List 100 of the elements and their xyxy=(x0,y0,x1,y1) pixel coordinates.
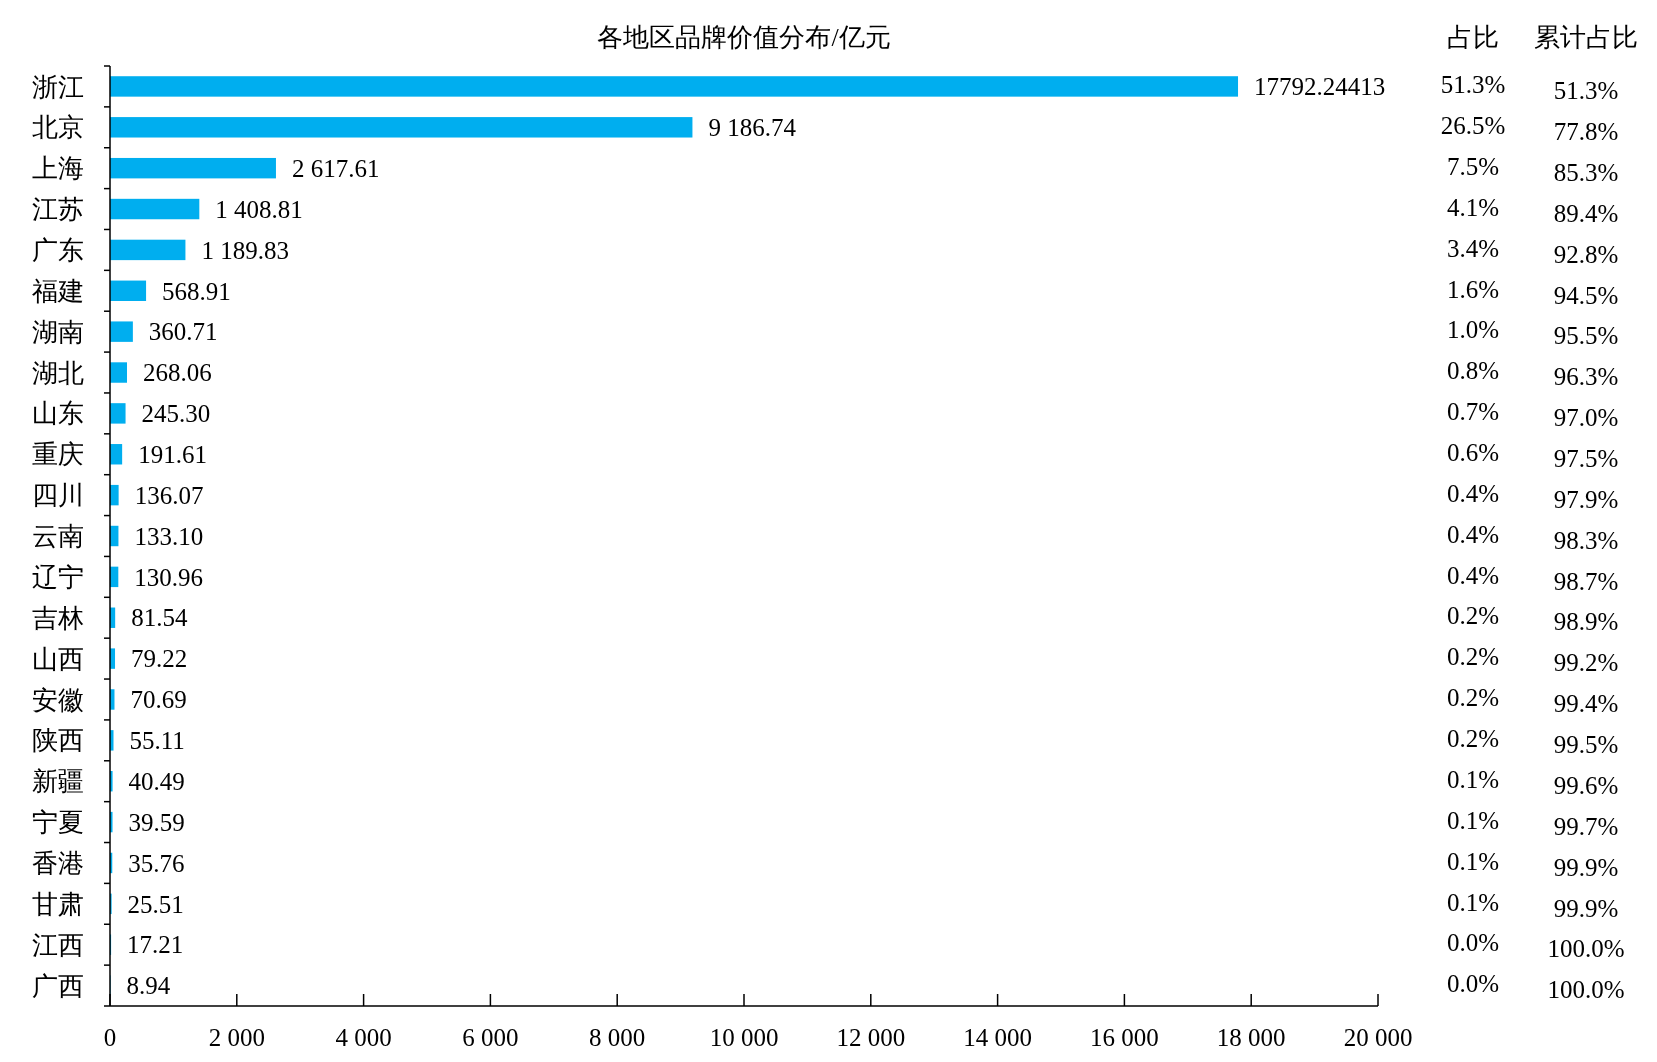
x-tick-label: 12 000 xyxy=(836,1024,906,1051)
data-label: 136.07 xyxy=(134,481,204,509)
text: 0.0% xyxy=(1446,929,1500,957)
data-label: 568.91 xyxy=(162,277,231,305)
text: 0.1% xyxy=(1446,888,1500,916)
y-tick-label: 山东 xyxy=(32,399,84,429)
y-tick-label: 重庆 xyxy=(32,440,84,470)
text: 0.2% xyxy=(1446,725,1500,753)
text: 96.3% xyxy=(1553,363,1619,391)
text: 98.3% xyxy=(1553,526,1619,554)
text: 97.0% xyxy=(1553,404,1619,432)
text: 99.5% xyxy=(1553,731,1619,759)
y-tick-label: 广东 xyxy=(32,236,84,266)
y-tick-label: 吉林 xyxy=(32,603,84,633)
y-tick-label: 江苏 xyxy=(32,195,84,225)
text: 0.4% xyxy=(1446,561,1500,589)
y-tick-label: 湖南 xyxy=(32,317,84,347)
text: 94.5% xyxy=(1553,281,1619,309)
data-label: 40.49 xyxy=(128,767,185,795)
data-label: 17792.24413 xyxy=(1254,73,1386,101)
data-label: 81.54 xyxy=(131,604,188,632)
text: 98.7% xyxy=(1553,567,1619,595)
text: 累计占比 xyxy=(1534,23,1638,52)
text: 0.1% xyxy=(1446,847,1500,875)
y-tick-label: 广西 xyxy=(32,971,84,1001)
data-label: 1 408.81 xyxy=(215,195,303,223)
text: 99.7% xyxy=(1553,812,1619,840)
data-label: 9 186.74 xyxy=(708,114,797,142)
text: 99.2% xyxy=(1553,649,1619,677)
text: 0.7% xyxy=(1446,398,1500,426)
y-tick-label: 山西 xyxy=(32,644,84,674)
data-label: 39.59 xyxy=(128,808,185,836)
data-label: 35.76 xyxy=(128,849,185,877)
text: 92.8% xyxy=(1553,240,1619,268)
y-tick-label: 宁夏 xyxy=(32,808,84,838)
text: 77.8% xyxy=(1553,118,1619,146)
text: 95.5% xyxy=(1553,322,1619,350)
text: 3.4% xyxy=(1446,234,1500,262)
text: 85.3% xyxy=(1553,158,1619,186)
data-label: 133.10 xyxy=(134,522,204,550)
text: 0.6% xyxy=(1446,439,1500,467)
text: 100.0% xyxy=(1547,976,1625,1004)
x-tick-label: 18 000 xyxy=(1216,1024,1286,1051)
x-tick-label: 10 000 xyxy=(709,1024,779,1051)
text: 97.5% xyxy=(1553,445,1619,473)
data-label: 191.61 xyxy=(138,441,207,469)
y-tick-label: 江西 xyxy=(32,930,84,960)
data-label: 70.69 xyxy=(130,686,187,714)
y-tick-label: 湖北 xyxy=(32,358,84,388)
text: 0.2% xyxy=(1446,684,1500,712)
text: 26.5% xyxy=(1440,112,1506,140)
data-label: 8.94 xyxy=(126,972,171,1000)
y-tick-label: 陕西 xyxy=(32,726,84,756)
text: 0.2% xyxy=(1446,602,1500,630)
data-label: 25.51 xyxy=(127,890,184,918)
y-tick-label: 甘肃 xyxy=(32,889,84,919)
text: 0.4% xyxy=(1446,479,1500,507)
text: 4.1% xyxy=(1446,193,1500,221)
data-label: 268.06 xyxy=(143,359,212,387)
chart-title: 各地区品牌价值分布/亿元 xyxy=(597,23,891,52)
text: 99.6% xyxy=(1553,771,1619,799)
data-label: 130.96 xyxy=(134,563,204,591)
x-tick-label: 14 000 xyxy=(963,1024,1032,1051)
text: 89.4% xyxy=(1553,199,1619,227)
x-tick-label: 16 000 xyxy=(1090,1024,1159,1051)
y-tick-label: 香港 xyxy=(32,849,84,879)
y-tick-label: 四川 xyxy=(32,481,84,511)
x-tick-label: 20 000 xyxy=(1343,1024,1413,1051)
y-tick-label: 北京 xyxy=(32,113,84,143)
y-tick-label: 福建 xyxy=(32,276,84,306)
data-label: 1 189.83 xyxy=(201,236,289,264)
text: 0.4% xyxy=(1446,520,1500,548)
text: 99.4% xyxy=(1553,690,1619,718)
text: 0.2% xyxy=(1446,643,1500,671)
data-label: 2 617.61 xyxy=(291,154,380,182)
text: 0.0% xyxy=(1446,970,1500,998)
text: 97.9% xyxy=(1553,485,1619,513)
x-tick-label: 6 000 xyxy=(462,1024,519,1051)
text: 51.3% xyxy=(1440,71,1506,99)
x-tick-label: 0 xyxy=(103,1024,117,1051)
text: 1.6% xyxy=(1446,275,1500,303)
x-tick-label: 2 000 xyxy=(208,1024,265,1051)
data-label: 17.21 xyxy=(127,931,184,959)
data-label: 360.71 xyxy=(148,318,218,346)
data-label: 245.30 xyxy=(141,400,211,428)
text: 99.9% xyxy=(1553,894,1619,922)
data-label: 79.22 xyxy=(131,645,188,673)
text: 7.5% xyxy=(1446,152,1500,180)
x-tick-label: 4 000 xyxy=(335,1024,392,1051)
x-tick-label: 8 000 xyxy=(589,1024,646,1051)
y-tick-label: 新疆 xyxy=(32,767,84,797)
text: 98.9% xyxy=(1553,608,1619,636)
text: 占比 xyxy=(1447,23,1499,52)
y-tick-label: 安徽 xyxy=(32,685,84,715)
data-label: 55.11 xyxy=(129,727,185,755)
text: 99.9% xyxy=(1553,853,1619,881)
text: 0.8% xyxy=(1446,357,1500,385)
y-tick-label: 上海 xyxy=(32,154,84,184)
y-tick-label: 浙江 xyxy=(32,72,84,102)
text: 1.0% xyxy=(1446,316,1500,344)
